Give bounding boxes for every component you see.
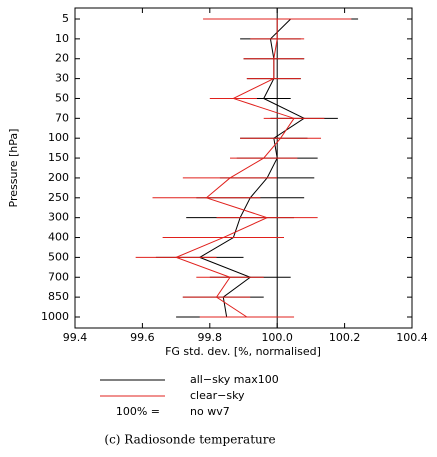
y-tick-label: 30 bbox=[55, 72, 69, 85]
y-tick-label: 400 bbox=[48, 231, 69, 244]
y-tick-label: 250 bbox=[48, 191, 69, 204]
y-tick-label: 850 bbox=[48, 290, 69, 303]
y-tick-label: 20 bbox=[55, 52, 69, 65]
legend-label: clear−sky bbox=[190, 389, 245, 402]
legend-note-label: 100% = bbox=[116, 405, 160, 418]
y-tick-label: 1000 bbox=[41, 310, 69, 323]
x-tick-label: 99.6 bbox=[130, 331, 155, 344]
y-tick-label: 5 bbox=[62, 12, 69, 25]
y-tick-label: 100 bbox=[48, 131, 69, 144]
y-tick-label: 50 bbox=[55, 91, 69, 104]
legend-label: all−sky max100 bbox=[190, 373, 279, 386]
y-tick-label: 70 bbox=[55, 111, 69, 124]
y-tick-label: 150 bbox=[48, 151, 69, 164]
x-tick-label: 100.0 bbox=[261, 331, 293, 344]
profile-line bbox=[174, 19, 295, 318]
x-axis-label: FG std. dev. [%, normalised] bbox=[165, 345, 321, 358]
y-tick-label: 200 bbox=[48, 171, 69, 184]
legend-note-text: no wv7 bbox=[190, 405, 230, 418]
y-axis-label: Pressure [hPa] bbox=[7, 129, 20, 208]
x-tick-label: 99.8 bbox=[198, 331, 223, 344]
x-tick-label: 100.2 bbox=[329, 331, 361, 344]
x-tick-label: 99.4 bbox=[63, 331, 88, 344]
y-tick-label: 700 bbox=[48, 270, 69, 283]
y-tick-label: 500 bbox=[48, 250, 69, 263]
x-tick-label: 100.4 bbox=[396, 331, 428, 344]
caption: (c) Radiosonde temperature bbox=[104, 433, 275, 447]
y-tick-label: 300 bbox=[48, 211, 69, 224]
y-tick-label: 10 bbox=[55, 32, 69, 45]
plot-frame bbox=[74, 7, 413, 329]
